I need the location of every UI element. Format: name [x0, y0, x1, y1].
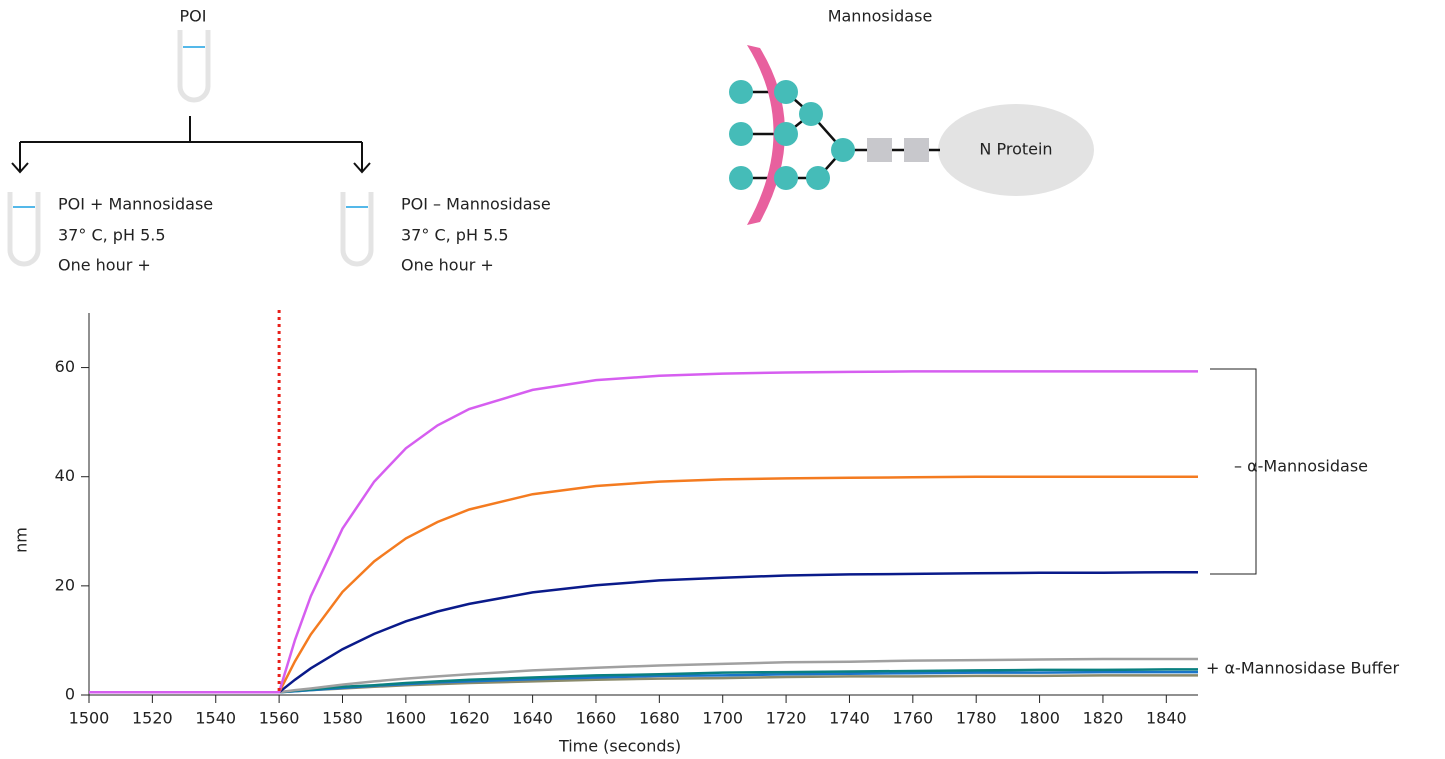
- tube-label: POI: [180, 7, 207, 26]
- residue: [729, 166, 753, 190]
- residue: [774, 166, 798, 190]
- x-tick-label: 1540: [195, 709, 236, 728]
- residue: [774, 122, 798, 146]
- y-tick-label: 60: [55, 357, 75, 376]
- arrow-head: [12, 163, 370, 172]
- series-line: [89, 371, 1198, 692]
- x-tick-label: 1560: [259, 709, 300, 728]
- x-tick-label: 1740: [829, 709, 870, 728]
- residue: [729, 80, 753, 104]
- annotation: + α-Mannosidase Buffer: [1206, 659, 1399, 678]
- protein-label: N Protein: [979, 140, 1052, 159]
- y-axis-label: nm: [12, 527, 31, 553]
- y-tick-label: 0: [65, 685, 75, 704]
- condition-text: 37° C, pH 5.5: [401, 226, 509, 245]
- x-tick-label: 1520: [132, 709, 173, 728]
- x-axis-label: Time (seconds): [558, 737, 681, 756]
- glycan-title: Mannosidase: [828, 7, 933, 26]
- arrow-line: [20, 116, 362, 172]
- x-tick-label: 1760: [892, 709, 933, 728]
- x-tick-label: 1820: [1083, 709, 1124, 728]
- x-tick-label: 1660: [576, 709, 617, 728]
- residue: [774, 80, 798, 104]
- x-tick-label: 1640: [512, 709, 553, 728]
- condition-text: 37° C, pH 5.5: [58, 226, 166, 245]
- x-tick-label: 1600: [385, 709, 426, 728]
- mannose-residues: [729, 80, 855, 190]
- x-tick-label: 1800: [1019, 709, 1060, 728]
- condition-text: POI – Mannosidase: [401, 195, 551, 214]
- annotation: – α-Mannosidase: [1234, 457, 1368, 476]
- x-tick-label: 1500: [69, 709, 110, 728]
- figure: POI POI + Mannosidase 37° C, pH 5.5 One …: [0, 0, 1445, 759]
- x-tick-label: 1840: [1146, 709, 1187, 728]
- split-arrows: [12, 116, 370, 172]
- x-tick-label: 1680: [639, 709, 680, 728]
- x-tick-label: 1720: [766, 709, 807, 728]
- condition-text: One hour +: [401, 256, 494, 275]
- residue: [729, 122, 753, 146]
- series-line: [89, 675, 1198, 692]
- x-tick-label: 1780: [956, 709, 997, 728]
- condition-text: One hour +: [58, 256, 151, 275]
- tube: [343, 192, 371, 264]
- glcnac: [867, 138, 892, 162]
- tube: [180, 30, 208, 100]
- tube: [10, 192, 38, 264]
- residue: [806, 166, 830, 190]
- glcnac: [904, 138, 929, 162]
- y-tick-label: 40: [55, 466, 75, 485]
- residue: [831, 138, 855, 162]
- residue: [799, 102, 823, 126]
- x-tick-label: 1620: [449, 709, 490, 728]
- condition-text: POI + Mannosidase: [58, 195, 213, 214]
- x-tick-label: 1580: [322, 709, 363, 728]
- x-tick-label: 1700: [702, 709, 743, 728]
- chart: Time (seconds) nm – α-Mannosidase + α-Ma…: [12, 313, 1400, 756]
- y-tick-label: 20: [55, 575, 75, 594]
